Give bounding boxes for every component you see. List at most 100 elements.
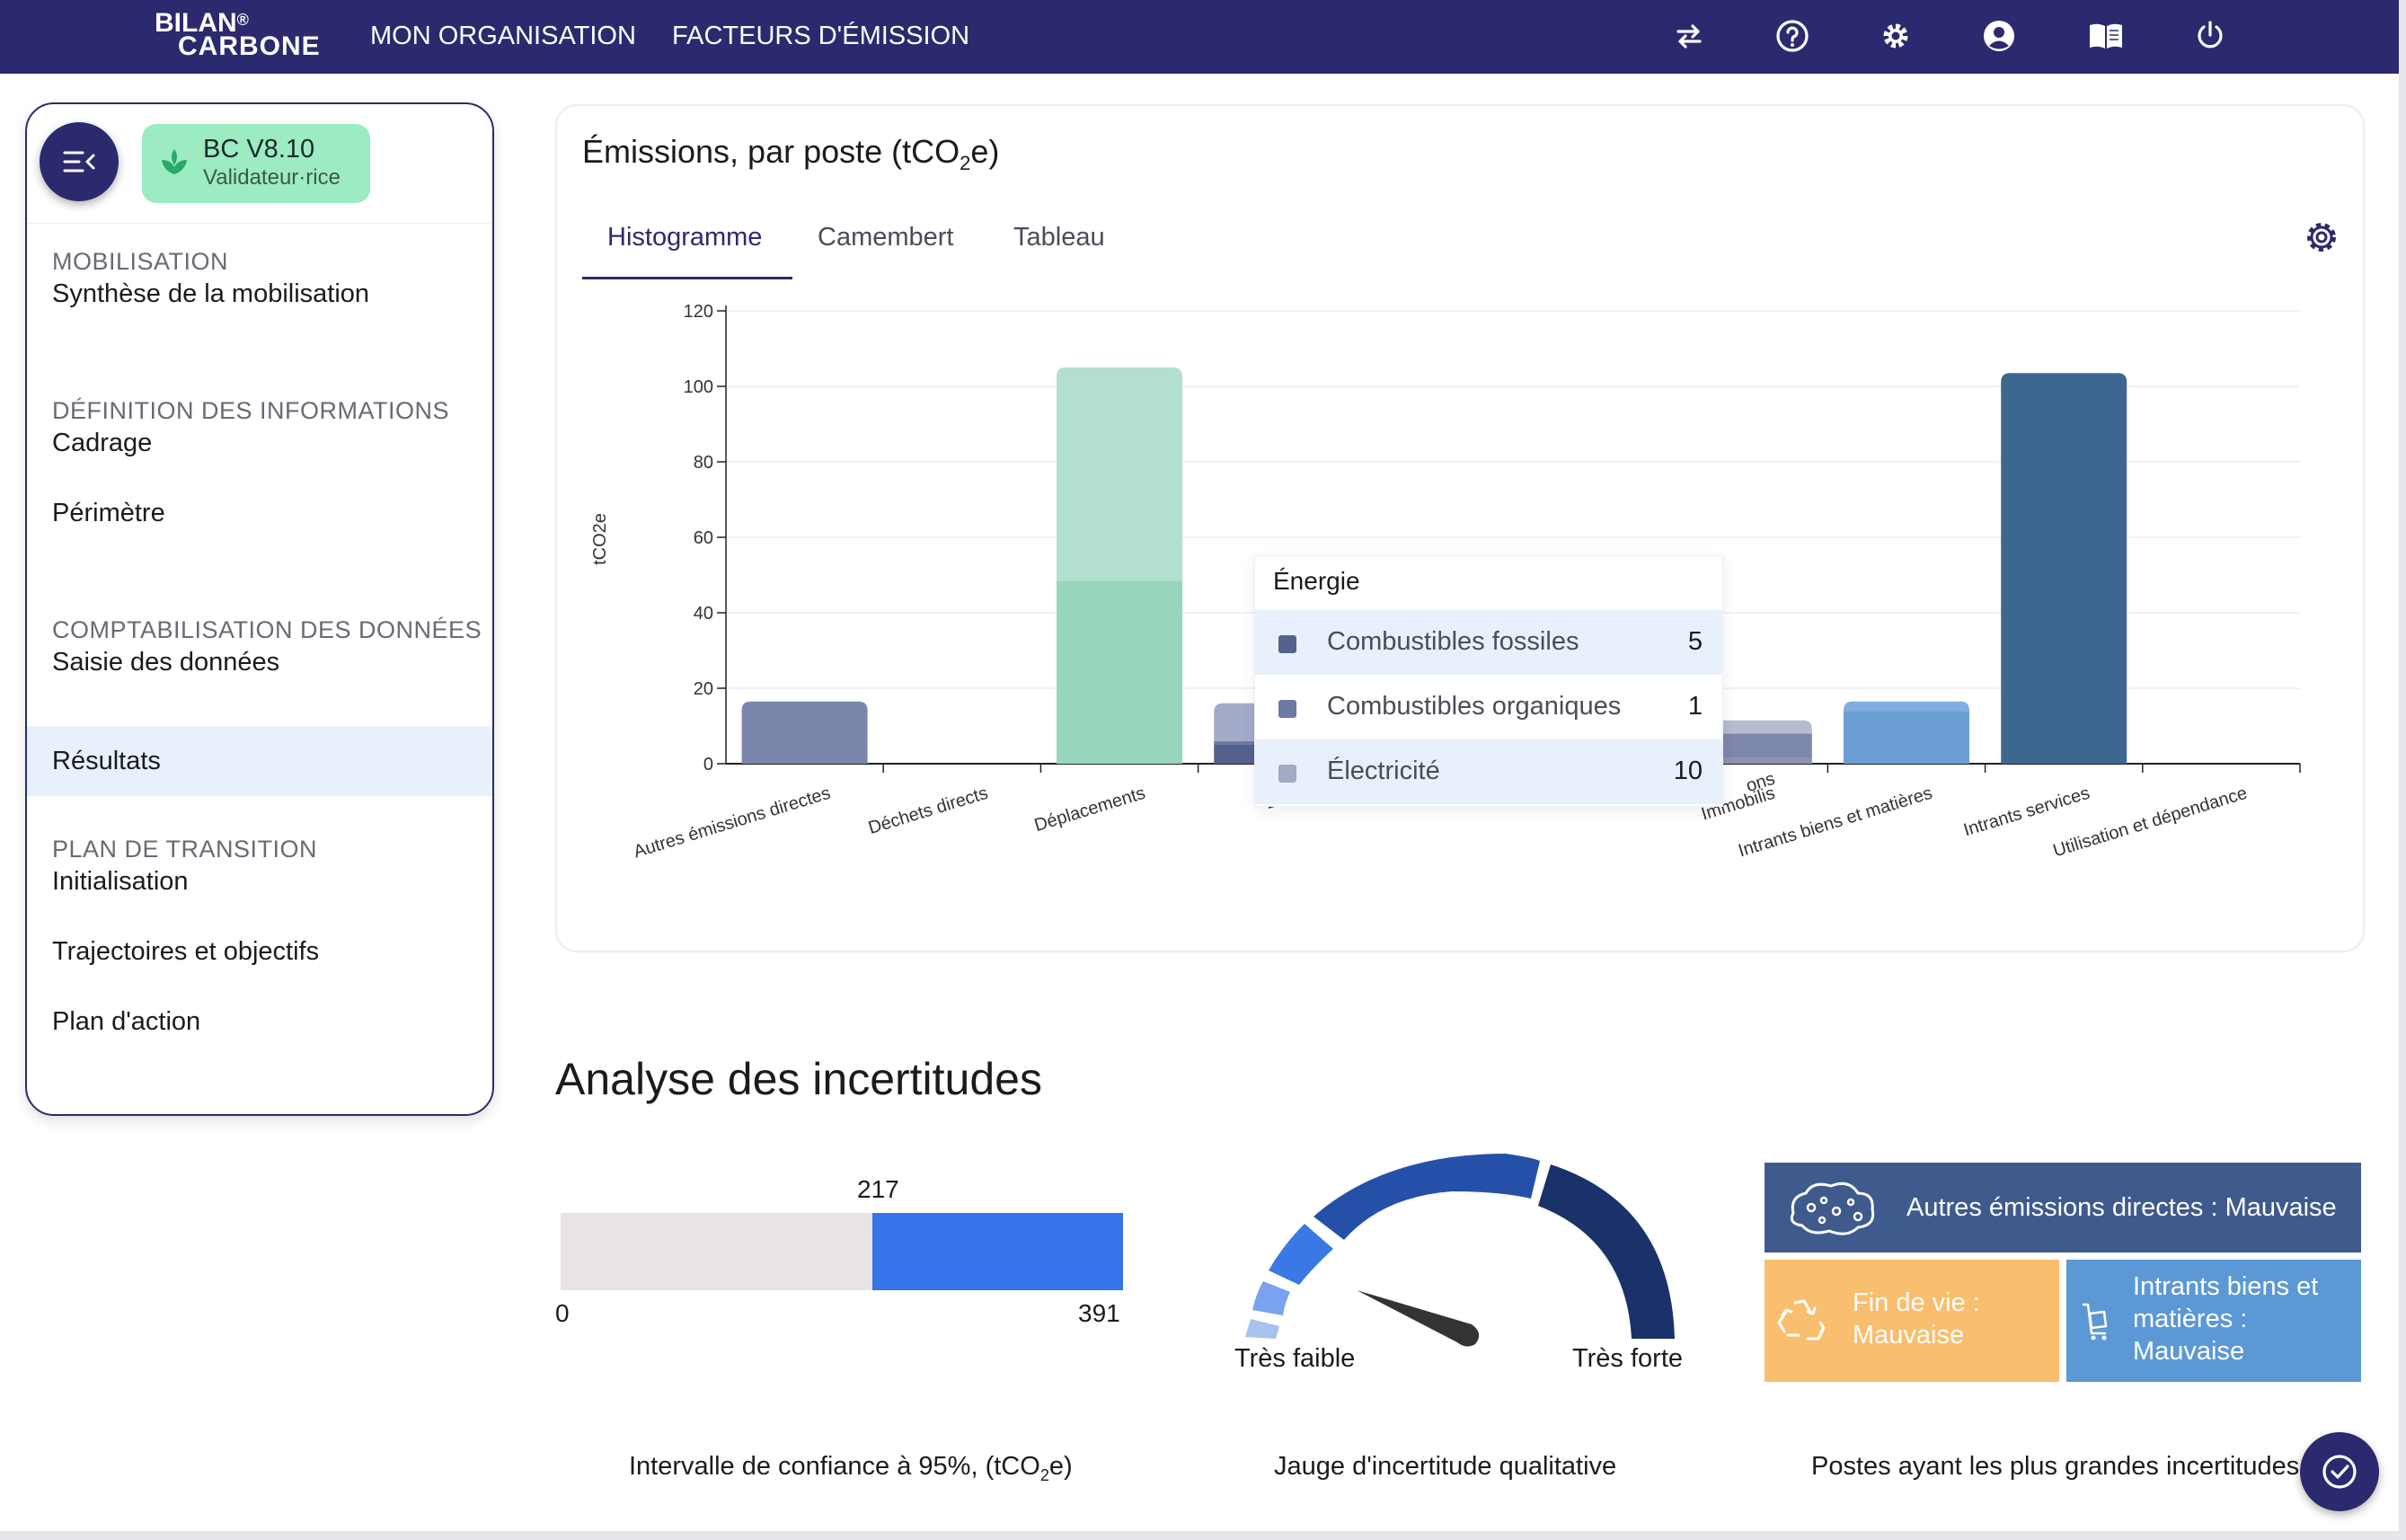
chart-settings-gear-icon[interactable] <box>2302 217 2341 257</box>
gauge-needle <box>1357 1290 1480 1347</box>
menu-collapse-icon <box>63 151 95 173</box>
tab-camembert[interactable]: Camembert <box>818 223 954 252</box>
bar-segment <box>1057 580 1182 764</box>
swap-icon[interactable] <box>1667 14 1711 58</box>
tooltip-row-label: Combustibles organiques <box>1327 692 1622 721</box>
gauge-segment-low <box>1252 1281 1290 1315</box>
tooltip-row-value: 1 <box>1687 692 1703 721</box>
chart-tooltip: Énergie Combustibles fossiles 5 Combusti… <box>1254 555 1723 807</box>
confidence-interval-min: 0 <box>555 1299 570 1327</box>
bottom-edge <box>0 1531 2406 1540</box>
power-icon[interactable] <box>2189 14 2232 58</box>
sidebar-divider <box>27 223 492 224</box>
help-icon[interactable] <box>1771 14 1814 58</box>
x-tick-label: Autres émissions directes <box>632 783 833 863</box>
uncertainty-section-title: Analyse des incertitudes <box>555 1054 1042 1104</box>
validate-fab-button[interactable] <box>2300 1432 2379 1511</box>
bar-segment <box>1685 757 1812 764</box>
tooltip-row-electricite: Électricité 10 <box>1255 739 1722 804</box>
x-tick-label: Intrants services <box>1961 783 2092 841</box>
y-axis-label: tCO2e <box>590 513 610 565</box>
gauge-segment-very-high <box>1538 1164 1675 1339</box>
confidence-interval-caption: Intervalle de confiance à 95%, (tCO2e) <box>629 1452 1073 1484</box>
y-tick-label: 80 <box>694 453 713 473</box>
y-tick-label: 120 <box>684 302 713 322</box>
gear-icon[interactable] <box>1874 14 1917 58</box>
tooltip-title: Énergie <box>1273 567 1360 595</box>
tooltip-row-combustibles-fossiles: Combustibles fossiles 5 <box>1255 610 1722 675</box>
package-cart-icon <box>2083 1303 2108 1341</box>
active-tab-indicator <box>582 277 792 279</box>
section-definition-informations: DÉFINITION DES INFORMATIONS <box>52 397 450 424</box>
sidebar-item-cadrage[interactable]: Cadrage <box>52 429 153 457</box>
version-badge[interactable]: BC V8.10 Validateur·rice <box>142 124 370 203</box>
version-label: BC V8.10 <box>203 135 315 164</box>
x-tick-label: Déplacements <box>1032 783 1148 836</box>
top-navbar: BILAN® CARBONE MON ORGANISATION FACTEURS… <box>0 0 2406 74</box>
gauge-segment-very-low <box>1245 1319 1279 1339</box>
tab-histogramme[interactable]: Histogramme <box>607 223 763 252</box>
leaf-icon <box>162 149 187 174</box>
tooltip-row-value: 10 <box>1673 757 1703 785</box>
role-label: Validateur·rice <box>203 165 341 190</box>
section-comptabilisation-donnees: COMPTABILISATION DES DONNÉES <box>52 616 482 643</box>
book-icon[interactable] <box>2084 14 2127 58</box>
emissions-card: Émissions, par poste (tCO2e) Histogramme… <box>555 104 2365 952</box>
legend-swatch <box>1278 765 1296 783</box>
user-icon[interactable] <box>1977 14 2021 58</box>
collapse-menu-button[interactable] <box>40 122 119 201</box>
tile-intrants-biens-matieres[interactable]: Intrants biens et matières : Mauvaise <box>2066 1260 2361 1382</box>
bar-segment <box>1057 367 1182 581</box>
tile-label: Fin de vie : Mauvaise <box>1853 1288 1980 1350</box>
legend-swatch <box>1278 700 1296 718</box>
bar-segment <box>2001 373 2127 764</box>
tile-fin-de-vie[interactable]: Fin de vie : Mauvaise <box>1765 1260 2059 1382</box>
y-tick-label: 60 <box>694 528 713 548</box>
tooltip-row-combustibles-organiques: Combustibles organiques 1 <box>1255 675 1722 739</box>
tooltip-row-value: 5 <box>1687 627 1703 656</box>
nav-link-facteurs-emission[interactable]: FACTEURS D'ÉMISSION <box>672 22 970 50</box>
y-tick-label: 40 <box>694 604 713 624</box>
molecules-icon <box>1790 1182 1875 1235</box>
sidebar-item-saisie-donnees[interactable]: Saisie des données <box>52 648 280 677</box>
tile-autres-emissions-directes[interactable]: Autres émissions directes : Mauvaise <box>1765 1163 2361 1252</box>
sidebar-item-trajectoires-objectifs[interactable]: Trajectoires et objectifs <box>52 937 320 966</box>
bilan-carbone-logo[interactable]: BILAN® CARBONE <box>155 8 321 61</box>
tile-label: Intrants biens et matières : Mauvaise <box>2133 1272 2319 1366</box>
section-plan-transition: PLAN DE TRANSITION <box>52 836 318 863</box>
emissions-bar-chart: 0 20 40 60 80 100 120 tCO2e Autres émissions dir… <box>590 302 2301 863</box>
y-tick-label: 20 <box>694 679 713 699</box>
gauge-low-label: Très faible <box>1234 1344 1356 1373</box>
gauge-segment-high <box>1314 1154 1540 1240</box>
confidence-interval-value: 217 <box>857 1175 899 1203</box>
top-uncertainty-caption: Postes ayant les plus grandes incertitud… <box>1811 1452 2300 1481</box>
gauge-caption: Jauge d'incertitude qualitative <box>1274 1452 1617 1481</box>
tab-tableau[interactable]: Tableau <box>1013 223 1105 252</box>
tile-label: Autres émissions directes : Mauvaise <box>1906 1193 2337 1222</box>
bar-segment <box>741 701 868 764</box>
y-tick-label: 100 <box>684 377 713 397</box>
sidebar: BC V8.10 Validateur·rice MOBILISATION Sy… <box>25 102 494 1116</box>
section-mobilisation: MOBILISATION <box>52 248 229 275</box>
tooltip-row-label: Combustibles fossiles <box>1327 627 1579 656</box>
sidebar-item-initialisation[interactable]: Initialisation <box>52 867 189 896</box>
legend-swatch <box>1278 635 1296 653</box>
sidebar-item-plan-action[interactable]: Plan d'action <box>52 1007 201 1036</box>
gauge-high-label: Très forte <box>1572 1344 1684 1373</box>
sidebar-item-synthese-mobilisation[interactable]: Synthèse de la mobilisation <box>52 279 370 308</box>
confidence-interval-track <box>561 1213 872 1290</box>
confidence-interval-max: 391 <box>1078 1299 1120 1327</box>
y-tick-label: 0 <box>703 755 713 774</box>
check-circle-icon <box>2322 1455 2357 1489</box>
bar-segment <box>1844 701 1969 712</box>
uncertainty-gauge <box>1245 1154 1675 1347</box>
sidebar-item-perimetre[interactable]: Périmètre <box>52 499 165 527</box>
card-title: Émissions, par poste (tCO2e) <box>582 133 1000 175</box>
x-tick-label: Déchets directs <box>866 783 990 838</box>
tooltip-row-label: Électricité <box>1327 757 1440 785</box>
nav-link-mon-organisation[interactable]: MON ORGANISATION <box>370 22 636 50</box>
bar-segment <box>1844 711 1969 764</box>
sidebar-item-resultats[interactable]: Résultats <box>27 726 492 796</box>
gauge-segment-medium <box>1269 1224 1333 1285</box>
page-scrollbar[interactable] <box>2399 0 2406 1540</box>
